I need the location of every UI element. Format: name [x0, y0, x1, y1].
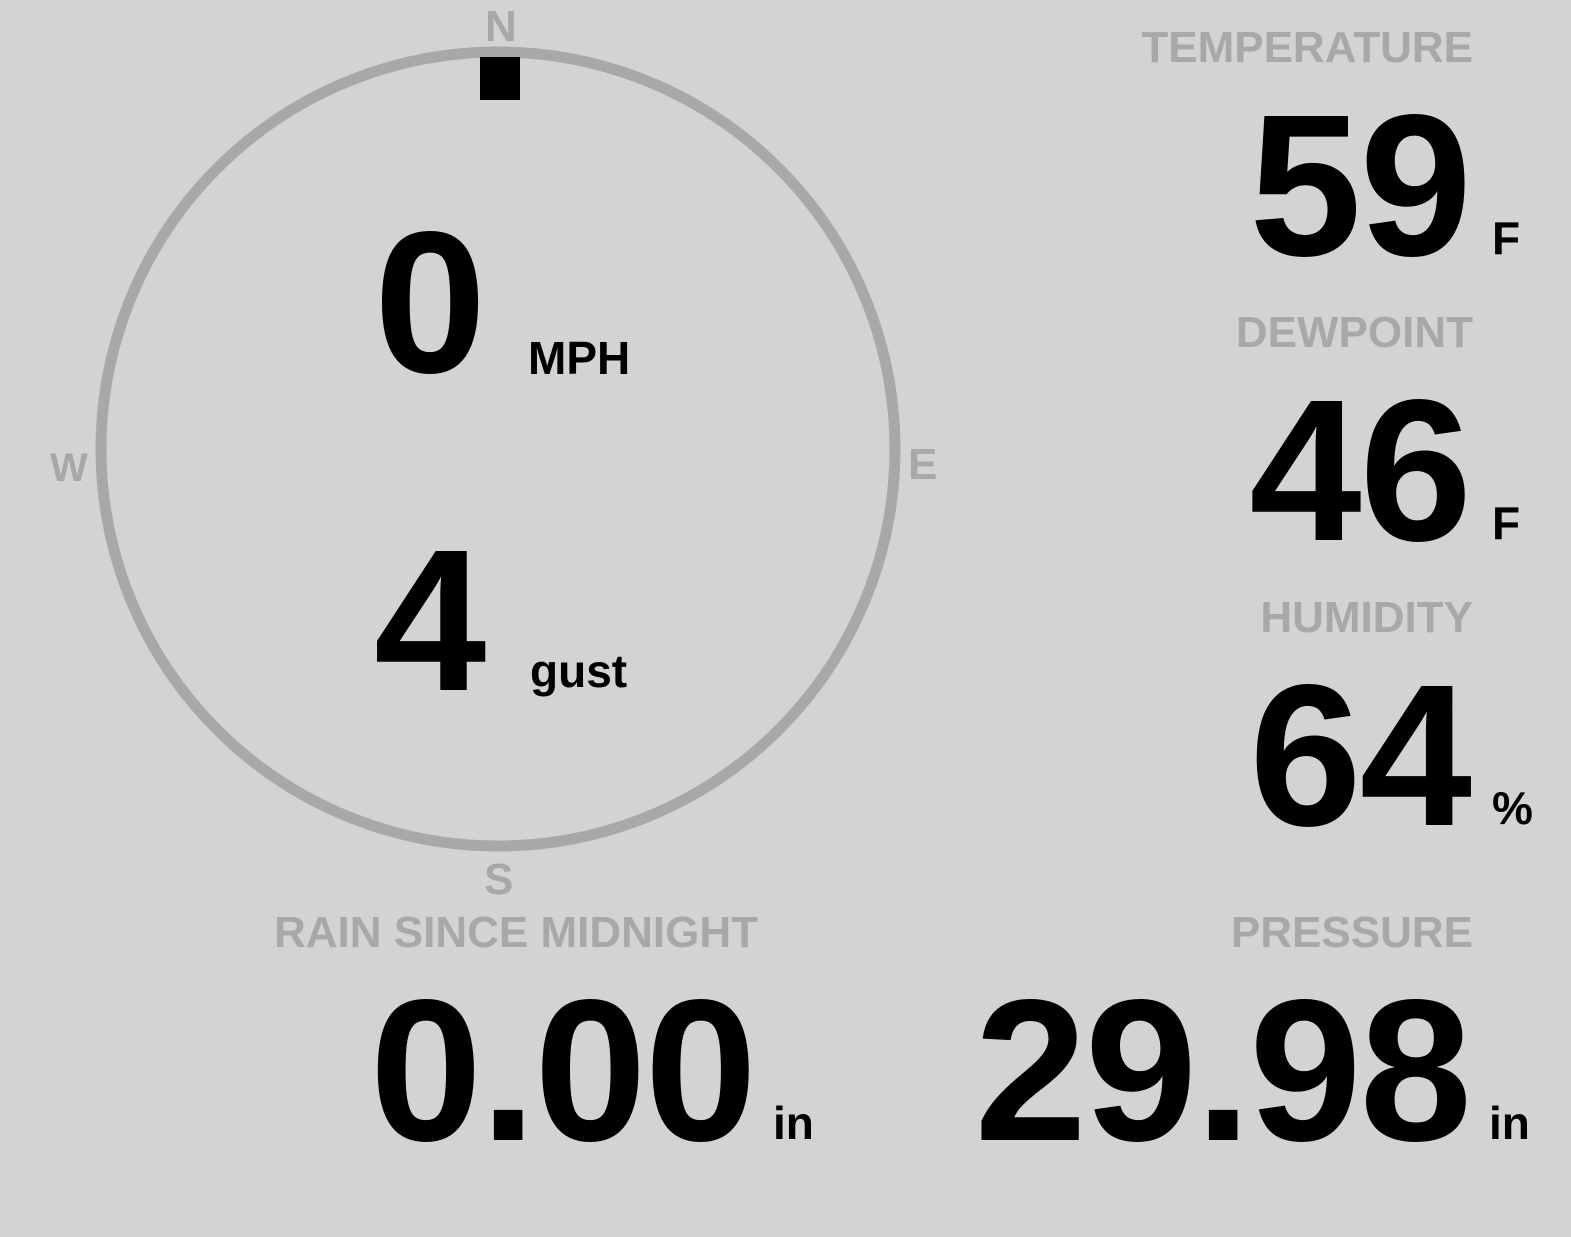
dewpoint-label: DEWPOINT [1235, 308, 1473, 357]
pressure-value: 29.98 [974, 957, 1472, 1183]
pressure-unit: in [1489, 1097, 1530, 1149]
temperature-unit: F [1492, 212, 1521, 264]
temperature-label: TEMPERATURE [1141, 23, 1473, 72]
rain-value: 0.00 [369, 957, 757, 1183]
wind-speed-value: 0 [374, 189, 486, 415]
dewpoint-unit: F [1492, 497, 1521, 549]
wind-direction-marker [480, 57, 520, 100]
compass-east-label: E [908, 440, 938, 489]
wind-gust-unit: gust [530, 645, 628, 697]
humidity-unit: % [1492, 782, 1533, 834]
dewpoint-value: 46 [1249, 357, 1472, 583]
humidity-value: 64 [1249, 642, 1472, 868]
wind-speed-unit: MPH [528, 332, 631, 384]
compass-ring [95, 46, 901, 852]
humidity-label: HUMIDITY [1260, 593, 1473, 642]
compass-north-label: N [485, 2, 517, 51]
wind-gust-value: 4 [374, 507, 486, 733]
compass-west-label: W [50, 446, 88, 490]
rain-label: RAIN SINCE MIDNIGHT [274, 908, 758, 957]
temperature-value: 59 [1249, 72, 1472, 298]
pressure-label: PRESSURE [1230, 908, 1473, 957]
rain-unit: in [773, 1097, 814, 1149]
compass-south-label: S [484, 855, 514, 904]
